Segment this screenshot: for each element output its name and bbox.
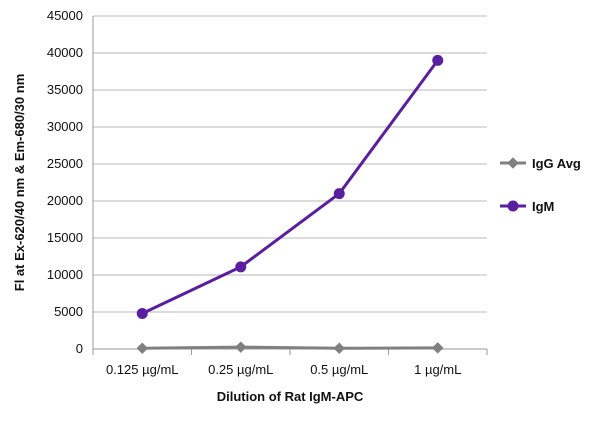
series <box>136 54 444 354</box>
data-point <box>136 307 148 319</box>
legend-item: IgM <box>500 199 554 214</box>
x-tick-label: 0.5 µg/mL <box>310 362 368 377</box>
legend-item: IgG Avg <box>500 156 581 171</box>
data-point <box>432 342 444 354</box>
legend: IgG Avg IgM <box>500 156 581 214</box>
y-axis-ticks: 0 5000 10000 15000 20000 25000 30000 35000 40000… <box>47 8 83 356</box>
series-igm <box>136 54 444 319</box>
axes <box>92 16 488 355</box>
y-tick-label: 10000 <box>47 267 83 282</box>
legend-label: IgM <box>532 199 554 214</box>
data-point <box>333 188 345 200</box>
gridlines <box>93 15 487 313</box>
series-line <box>141 59 439 315</box>
legend-marker <box>507 200 519 212</box>
data-point <box>235 261 247 273</box>
data-point <box>333 342 345 354</box>
x-tick-label: 0.25 µg/mL <box>208 362 273 377</box>
y-tick-label: 15000 <box>47 230 83 245</box>
y-tick-label: 45000 <box>47 8 83 23</box>
y-tick-label: 35000 <box>47 82 83 97</box>
series-line <box>142 345 438 350</box>
y-tick-label: 0 <box>76 341 83 356</box>
y-tick-label: 30000 <box>47 119 83 134</box>
x-tick-label: 0.125 µg/mL <box>106 362 179 377</box>
data-point <box>136 342 148 354</box>
y-tick-label: 25000 <box>47 156 83 171</box>
y-axis-title: Fl at Ex-620/40 nm & Em-680/30 nm <box>12 74 27 291</box>
x-axis-ticks: 0.125 µg/mL 0.25 µg/mL 0.5 µg/mL 1 µg/mL <box>106 362 461 377</box>
y-tick-label: 40000 <box>47 45 83 60</box>
y-tick-label: 20000 <box>47 193 83 208</box>
y-tick-label: 5000 <box>54 304 83 319</box>
x-axis-title: Dilution of Rat IgM-APC <box>217 389 364 404</box>
data-point <box>235 341 247 353</box>
x-tick-label: 1 µg/mL <box>414 362 461 377</box>
legend-label: IgG Avg <box>532 156 581 171</box>
legend-marker <box>507 157 519 169</box>
series-igg-avg <box>136 341 444 354</box>
data-point <box>432 54 444 66</box>
